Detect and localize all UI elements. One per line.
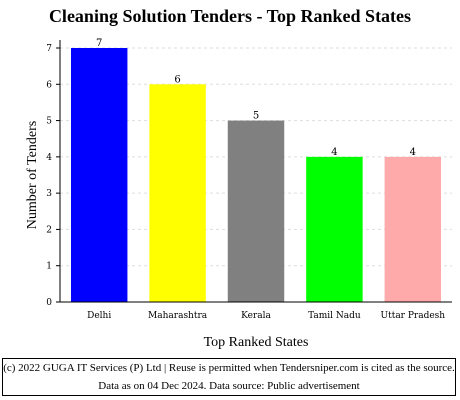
y-tick-label: 6 [46, 80, 52, 90]
data-label: 4 [410, 147, 416, 158]
y-tick-label: 7 [46, 44, 52, 54]
bar-tamil-nadu [306, 156, 363, 302]
bar-delhi [70, 48, 128, 302]
y-tick-label: 0 [46, 298, 52, 308]
bar-chart: 7 6 5 4 4 0 1 2 3 4 5 6 7 Delhi Maharashtra Kerala Tam… [25, 38, 452, 350]
bars [70, 48, 442, 303]
y-axis-title: Number of Tenders [25, 121, 40, 229]
data-label: 4 [331, 147, 337, 158]
x-tick-label: Uttar Pradesh [381, 311, 446, 321]
x-tick-label: Tamil Nadu [308, 311, 361, 321]
chart-title: Cleaning Solution Tenders - Top Ranked S… [48, 6, 412, 26]
x-axis-title: Top Ranked States [204, 335, 309, 350]
y-tick-label: 5 [46, 117, 52, 127]
y-tick-label: 4 [46, 153, 52, 163]
x-tick-label: Kerala [241, 311, 271, 321]
data-label: 6 [174, 74, 180, 85]
data-label: 7 [96, 38, 102, 49]
y-tick-label: 1 [46, 262, 52, 272]
x-tick-label: Delhi [87, 311, 111, 321]
bar-uttar-pradesh [384, 156, 442, 302]
x-axis-ticks: Delhi Maharashtra Kerala Tamil Nadu Uttar Pr… [87, 311, 445, 321]
x-tick-label: Maharashtra [148, 311, 208, 321]
bar-maharashtra [149, 84, 206, 303]
bar-kerala [227, 120, 285, 302]
y-tick-label: 3 [46, 189, 52, 199]
footer-note: (c) 2022 GUGA IT Services (P) Ltd | Reus… [2, 358, 456, 396]
y-axis-ticks: 0 1 2 3 4 5 6 7 [46, 44, 60, 308]
data-labels: 7 6 5 4 4 [96, 38, 416, 158]
y-tick-label: 2 [46, 225, 52, 235]
data-label: 5 [253, 111, 259, 122]
